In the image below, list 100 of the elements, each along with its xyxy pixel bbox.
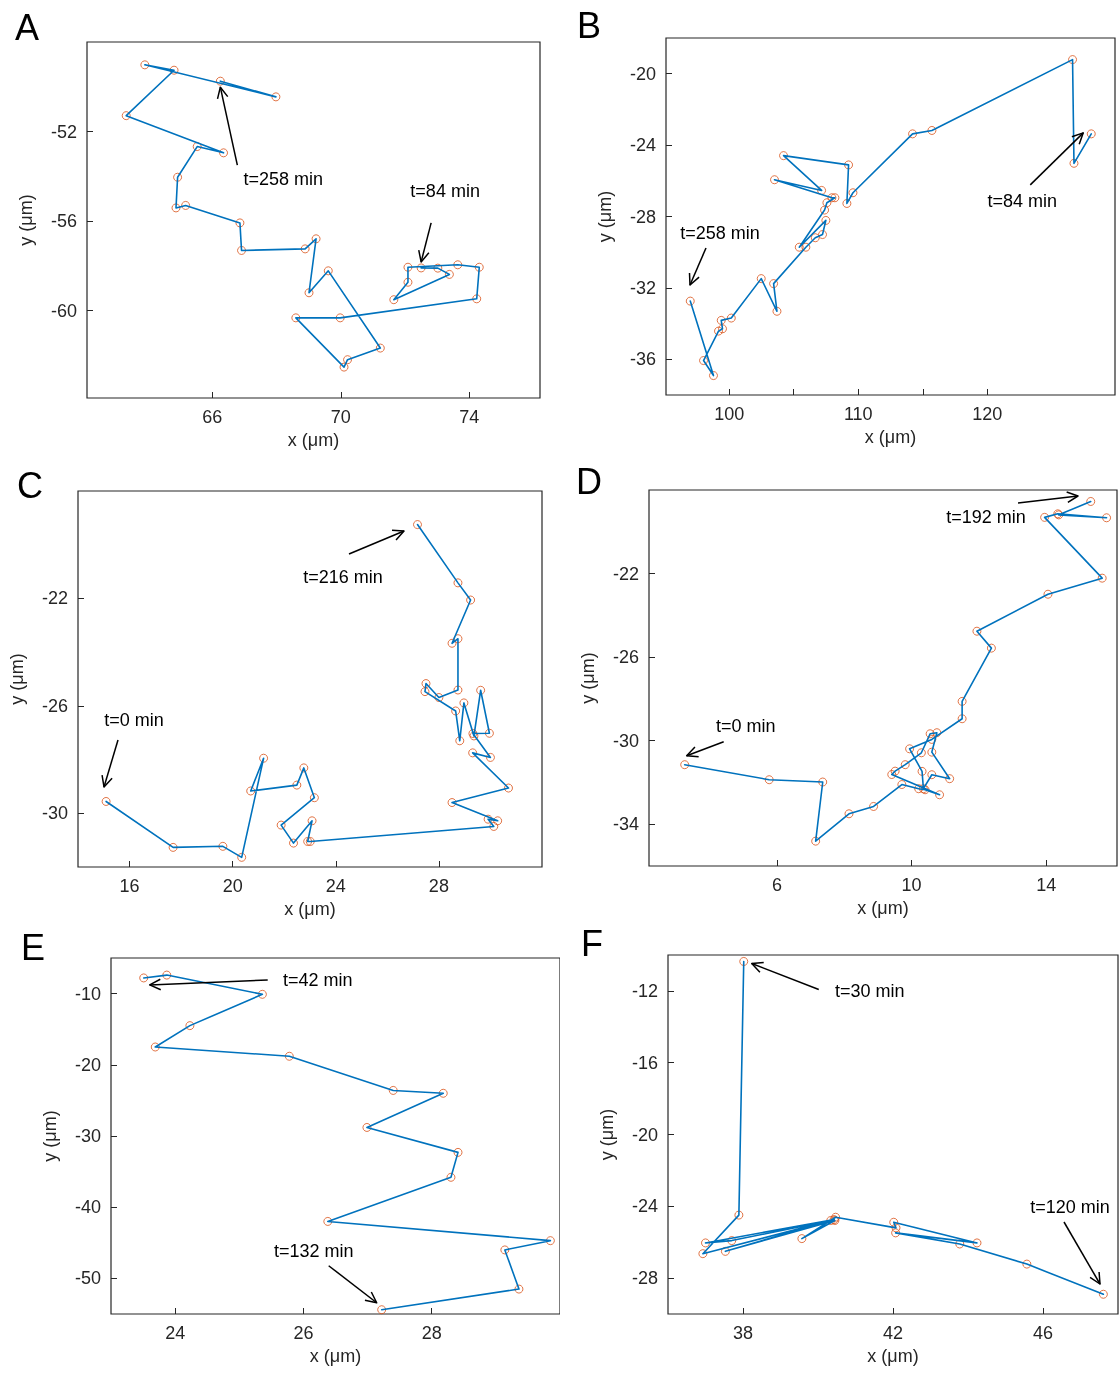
point [171,203,181,213]
point [162,970,172,980]
point [485,752,495,762]
point [235,218,245,228]
y-axis-title: y (μm) [578,652,598,704]
y-axis-title: y (μm) [597,1108,617,1161]
point [416,263,426,273]
point [848,188,858,198]
point [972,626,982,636]
y-tick-label: -10 [74,983,101,1004]
point [818,230,827,240]
point [451,706,461,716]
y-tick-label: -40 [74,1197,101,1218]
point [739,956,749,966]
point [453,260,463,270]
point [844,809,854,819]
point [955,1239,965,1249]
chart-title: F [581,922,603,964]
point [343,355,353,365]
y-tick-label: -30 [74,1126,101,1146]
point [769,279,779,289]
annotation: t=216 min [303,567,383,587]
y-tick-label: -36 [629,349,656,370]
y-tick-label: -20 [631,1124,658,1145]
point [797,1234,807,1244]
point [504,783,513,793]
point [810,233,820,243]
point [887,770,897,779]
point [770,175,780,185]
point [447,798,457,808]
point [101,796,111,806]
x-tick-label: 16 [119,876,140,896]
point [701,1238,710,1248]
y-axis-title: y (μm) [595,190,615,243]
point [1040,512,1050,522]
point [890,766,900,776]
point [311,234,321,244]
point [453,1147,463,1157]
point [1102,513,1112,523]
point [307,816,317,826]
point [484,728,494,738]
x-tick-label: 70 [330,407,351,427]
point [459,698,469,708]
y-axis-title: y (μm) [16,194,36,246]
point [438,1088,448,1098]
x-tick-label: 28 [421,1323,442,1343]
point [818,777,828,787]
point [300,244,310,254]
point [413,520,422,530]
point [986,643,996,653]
point [215,76,225,86]
point [403,277,413,287]
point [323,1216,333,1226]
point [192,142,202,152]
y-tick-label: -28 [631,1268,658,1289]
line-series [125,64,481,368]
point [914,784,924,794]
x-axis-title: x (μm) [864,426,917,447]
point [140,60,150,70]
point [421,679,431,689]
point [389,295,399,305]
point [447,638,457,648]
y-tick-label: -12 [631,980,658,1001]
x-axis-title: x (μm) [287,429,340,450]
y-tick-label: -52 [50,121,77,142]
point [377,1305,387,1315]
y-tick-label: -20 [629,63,656,84]
point [708,371,718,381]
point [237,245,247,255]
annotation: t=258 min [243,169,324,190]
annotation: t=120 min [1030,1197,1110,1217]
y-tick-label: -26 [612,647,639,668]
point [476,685,486,695]
annotation: t=84 min [410,180,480,201]
x-tick-label: 46 [1032,1323,1054,1343]
point [493,816,503,826]
point [794,242,804,252]
point [927,734,937,744]
point [121,111,131,121]
x-tick-label: 42 [882,1323,904,1343]
point [727,1236,737,1246]
point [726,313,736,323]
point [927,747,937,757]
point [246,786,256,796]
point [820,205,830,215]
point [276,820,286,830]
point [772,306,782,316]
point [720,1246,730,1256]
point [908,129,918,139]
point [718,324,728,334]
y-tick-label: -24 [629,135,656,156]
point [844,160,854,170]
point [811,836,821,846]
y-tick-label: -20 [74,1054,101,1075]
annotation: t=0 min [715,715,776,736]
point [323,266,333,276]
x-tick-label: 26 [293,1323,314,1343]
point [699,356,709,366]
y-tick-label: -28 [629,206,656,227]
x-axis-title: x (μm) [857,897,909,918]
